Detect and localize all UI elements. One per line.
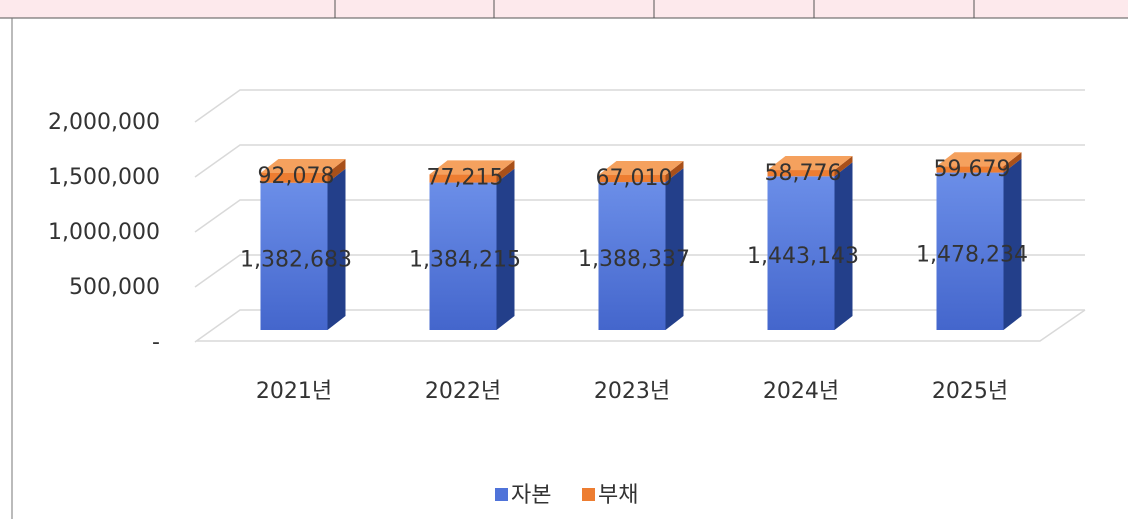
bar bbox=[936, 172, 1004, 330]
x-tick-label: 2025년 bbox=[932, 379, 1008, 404]
grid-line bbox=[194, 144, 1085, 178]
bar-side bbox=[1003, 158, 1022, 330]
legend-label: 자본 bbox=[511, 483, 551, 508]
header-row bbox=[0, 0, 1128, 18]
header-dividers bbox=[334, 0, 975, 18]
bar-side bbox=[496, 160, 515, 183]
legend-label: 부채 bbox=[598, 483, 638, 508]
data-label: 67,010 bbox=[596, 166, 673, 191]
bar bbox=[429, 174, 497, 183]
bar-top bbox=[936, 152, 1022, 167]
bar bbox=[598, 175, 666, 183]
bar-side bbox=[665, 161, 684, 183]
y-tick-label: 1,000,000 bbox=[48, 220, 160, 245]
floor bbox=[197, 309, 1086, 342]
data-label: 1,443,143 bbox=[747, 244, 859, 269]
bar bbox=[598, 182, 666, 330]
x-tick-label: 2022년 bbox=[425, 379, 501, 404]
data-label: 77,215 bbox=[427, 165, 504, 190]
bar-side bbox=[496, 168, 515, 330]
bar-top bbox=[767, 156, 853, 171]
y-tick-label: 2,000,000 bbox=[48, 110, 160, 135]
bar-side bbox=[665, 168, 684, 330]
bar-side bbox=[834, 162, 853, 330]
y-tick-label: 500,000 bbox=[69, 275, 160, 300]
y-tick-label: 1,500,000 bbox=[48, 165, 160, 190]
data-label: 1,478,234 bbox=[916, 242, 1028, 267]
bar bbox=[767, 170, 835, 177]
x-tick-label: 2021년 bbox=[256, 379, 332, 404]
grid-line bbox=[194, 89, 1085, 123]
data-label: 92,078 bbox=[258, 164, 335, 189]
x-tick-label: 2024년 bbox=[763, 379, 839, 404]
bar bbox=[260, 182, 328, 330]
data-label: 58,776 bbox=[765, 161, 842, 186]
bar-side bbox=[1003, 152, 1022, 173]
y-tick-label: - bbox=[152, 330, 160, 355]
bar bbox=[767, 176, 835, 330]
bar-top bbox=[429, 160, 515, 175]
bar bbox=[429, 182, 497, 330]
data-label: 1,384,215 bbox=[409, 247, 521, 272]
data-label: 1,388,337 bbox=[578, 247, 690, 272]
legend-swatch bbox=[582, 488, 595, 501]
bar-side bbox=[327, 158, 346, 183]
bar-side bbox=[834, 156, 853, 177]
data-label: 1,382,683 bbox=[240, 247, 352, 272]
x-tick-label: 2023년 bbox=[594, 379, 670, 404]
bar-top bbox=[598, 161, 684, 176]
data-label: 59,679 bbox=[934, 157, 1011, 182]
bar bbox=[936, 166, 1004, 173]
bar-side bbox=[327, 168, 346, 330]
bar-top bbox=[260, 158, 346, 173]
bar bbox=[260, 172, 328, 183]
legend-swatch bbox=[495, 488, 508, 501]
